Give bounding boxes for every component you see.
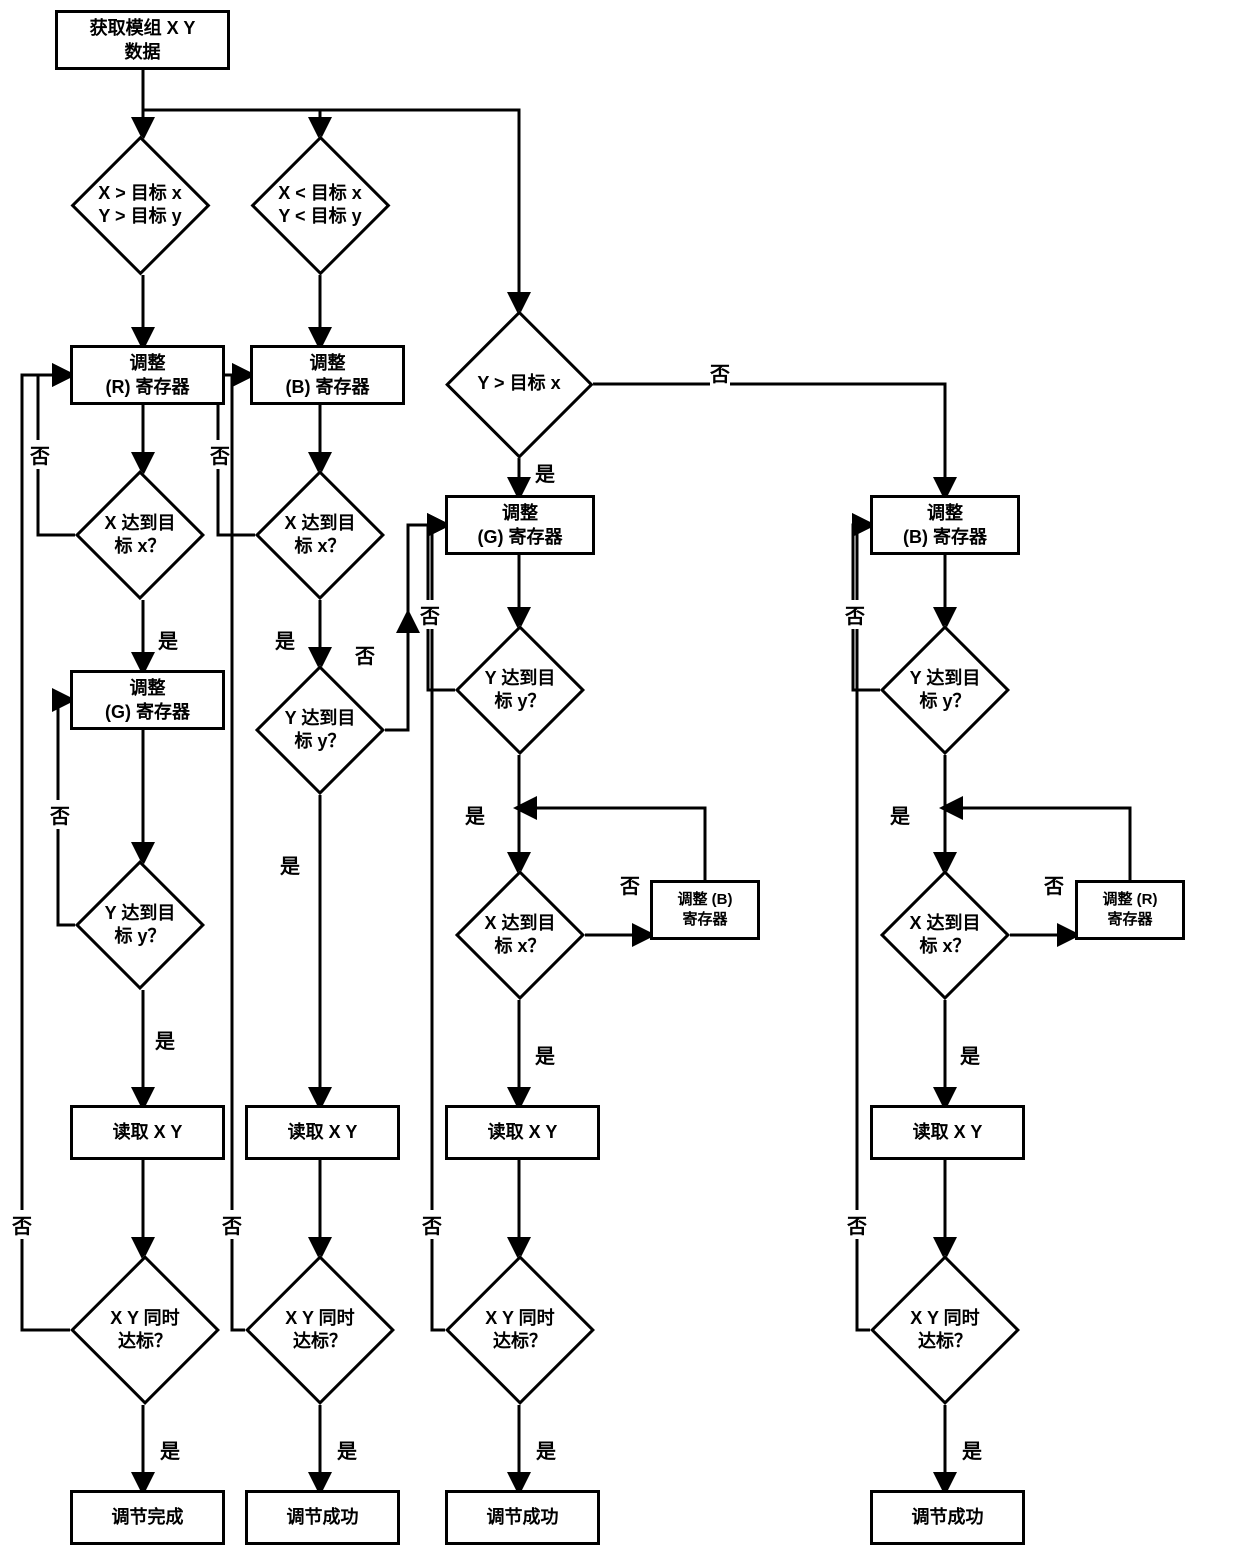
node-adj_r1: 调整 (R) 寄存器 (70, 345, 225, 405)
edge-label-44: 否 (422, 1210, 442, 1239)
edge-label-31: 是 (535, 1040, 555, 1069)
node-d_yty_1: Y 达到目 标 y？ (94, 879, 186, 971)
edge-label-22: 是 (465, 800, 485, 829)
node-d_xg_yg: X > 目标 x Y > 目标 y (91, 156, 190, 255)
edge-label-41: 否 (12, 1210, 32, 1239)
edge-label-20: 否 (355, 640, 375, 669)
node-read_3: 读取 X Y (445, 1105, 600, 1160)
edge-label-40: 是 (962, 1435, 982, 1464)
node-d_xtx_1: X 达到目 标 x？ (94, 489, 186, 581)
node-adj_g1: 调整 (G) 寄存器 (70, 670, 225, 730)
node-d_both_1: X Y 同时 达标？ (92, 1277, 198, 1383)
edge-1 (143, 110, 320, 135)
edge-label-42: 否 (222, 1210, 242, 1239)
edge-label-45: 否 (847, 1210, 867, 1239)
edge-8 (593, 384, 945, 495)
node-read_4: 读取 X Y (870, 1105, 1025, 1160)
flowchart-canvas: 获取模组 X Y 数据 X > 目标 x Y > 目标 y X < 目标 x Y <… (0, 0, 1240, 1564)
edge-label-39: 是 (536, 1435, 556, 1464)
edge-27 (519, 808, 705, 880)
node-read_2: 读取 X Y (245, 1105, 400, 1160)
node-d_y_gt_x: Y > 目标 x (467, 332, 572, 437)
node-adj_b2: 调整 (B) 寄存器 (870, 495, 1020, 555)
node-done_4: 调节成功 (870, 1490, 1025, 1545)
node-d_xtx_3: X 达到目 标 x？ (474, 889, 566, 981)
edge-20 (385, 615, 408, 730)
edge-42 (232, 375, 250, 1330)
node-read_1: 读取 X Y (70, 1105, 225, 1160)
edge-label-38: 是 (337, 1435, 357, 1464)
edge-label-12: 是 (275, 625, 295, 654)
node-adj_b1: 调整 (B) 寄存器 (250, 345, 405, 405)
edge-label-23: 否 (420, 600, 440, 629)
node-d_both_4: X Y 同时 达标？ (892, 1277, 998, 1383)
node-d_xtx_4: X 达到目 标 x？ (899, 889, 991, 981)
edge-label-16: 否 (50, 800, 70, 829)
node-d_yty_2: Y 达到目 标 y？ (274, 684, 366, 776)
node-start: 获取模组 X Y 数据 (55, 10, 230, 70)
node-adj_r2: 调整 (R) 寄存器 (1075, 880, 1185, 940)
node-adj_b3: 调整 (B) 寄存器 (650, 880, 760, 940)
edge-label-30: 是 (155, 1025, 175, 1054)
node-d_xtx_2: X 达到目 标 x？ (274, 489, 366, 581)
edge-label-24: 是 (890, 800, 910, 829)
node-d_yty_3: Y 达到目 标 y？ (474, 644, 566, 736)
edge-label-28: 否 (1044, 870, 1064, 899)
edge-29 (945, 808, 1130, 880)
edge-label-37: 是 (160, 1435, 180, 1464)
node-done_3: 调节成功 (445, 1490, 600, 1545)
edge-label-8: 否 (710, 358, 730, 387)
edge-label-10: 否 (210, 440, 230, 469)
edge-label-11: 是 (158, 625, 178, 654)
node-adj_g2: 调整 (G) 寄存器 (445, 495, 595, 555)
node-d_xl_yl: X < 目标 x Y < 目标 y (271, 156, 370, 255)
edge-label-32: 是 (960, 1040, 980, 1069)
node-done_1: 调节完成 (70, 1490, 225, 1545)
edge-label-9: 否 (30, 440, 50, 469)
node-d_both_3: X Y 同时 达标？ (467, 1277, 573, 1383)
node-d_yty_4: Y 达到目 标 y？ (899, 644, 991, 736)
edge-label-26: 否 (620, 870, 640, 899)
node-done_2: 调节成功 (245, 1490, 400, 1545)
edge-label-19: 是 (280, 850, 300, 879)
edge-label-7: 是 (535, 458, 555, 487)
edge-41 (22, 375, 70, 1330)
node-d_both_2: X Y 同时 达标？ (267, 1277, 373, 1383)
edge-label-25: 否 (845, 600, 865, 629)
